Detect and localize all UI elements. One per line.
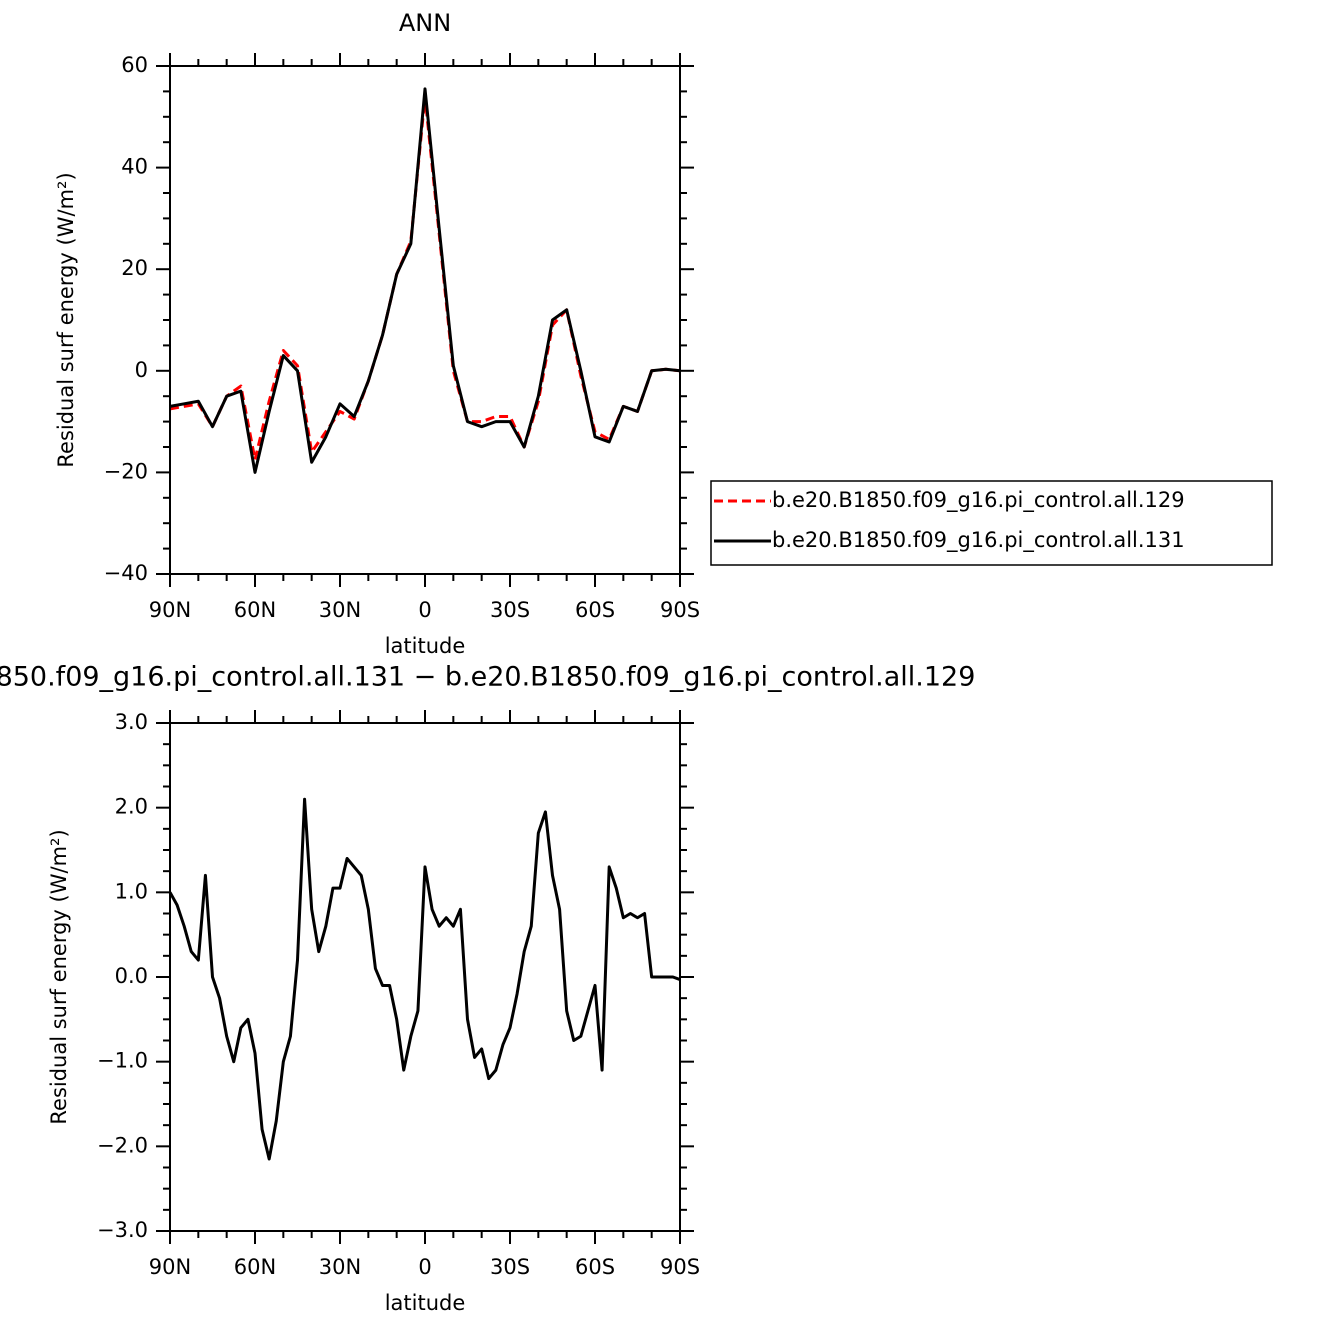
y-axis-label: Residual surf energy (W/m²): [54, 172, 78, 467]
chart-title: ANN: [399, 9, 451, 37]
y-tick-label: 60: [121, 53, 148, 77]
x-tick-label: 60S: [575, 598, 615, 622]
x-tick-label: 0: [418, 598, 431, 622]
y-tick-label: −40: [104, 561, 148, 585]
y-axis-label: Residual surf energy (W/m²): [47, 829, 71, 1124]
plot-frame: [169, 65, 681, 575]
x-tick-label: 30N: [319, 598, 361, 622]
x-tick-label: 0: [418, 1255, 431, 1279]
y-tick-label: −1.0: [97, 1049, 148, 1073]
data-line: [169, 94, 681, 462]
x-tick-label: 90N: [149, 1255, 191, 1279]
x-tick-label: 60S: [575, 1255, 615, 1279]
x-axis-label: latitude: [385, 1291, 466, 1315]
x-tick-label: 90S: [660, 1255, 700, 1279]
x-axis-label: latitude: [385, 634, 466, 658]
y-tick-label: −20: [104, 459, 148, 483]
y-tick-label: 20: [121, 256, 148, 280]
x-tick-label: 60N: [234, 1255, 276, 1279]
data-line: [168, 797, 681, 1161]
legend-label: b.e20.B1850.f09_g16.pi_control.all.129: [772, 488, 1185, 513]
x-tick-label: 30S: [490, 1255, 530, 1279]
y-tick-label: 1.0: [115, 879, 148, 903]
plot-frame: [169, 722, 681, 1232]
y-tick-label: −2.0: [97, 1133, 148, 1157]
x-tick-label: 90N: [149, 598, 191, 622]
y-tick-label: 3.0: [115, 710, 148, 734]
y-tick-label: 0: [135, 358, 148, 382]
y-tick-label: −3.0: [97, 1218, 148, 1242]
y-tick-label: 40: [121, 155, 148, 179]
x-tick-label: 30S: [490, 598, 530, 622]
chart-title: b.e20.B1850.f09_g16.pi_control.all.131 −…: [0, 662, 975, 693]
legend-box: [710, 480, 1273, 566]
y-tick-label: 2.0: [115, 795, 148, 819]
data-line: [169, 87, 681, 474]
x-tick-label: 60N: [234, 598, 276, 622]
x-tick-label: 90S: [660, 598, 700, 622]
y-tick-label: 0.0: [115, 964, 148, 988]
legend-label: b.e20.B1850.f09_g16.pi_control.all.131: [772, 528, 1185, 553]
x-tick-label: 30N: [319, 1255, 361, 1279]
